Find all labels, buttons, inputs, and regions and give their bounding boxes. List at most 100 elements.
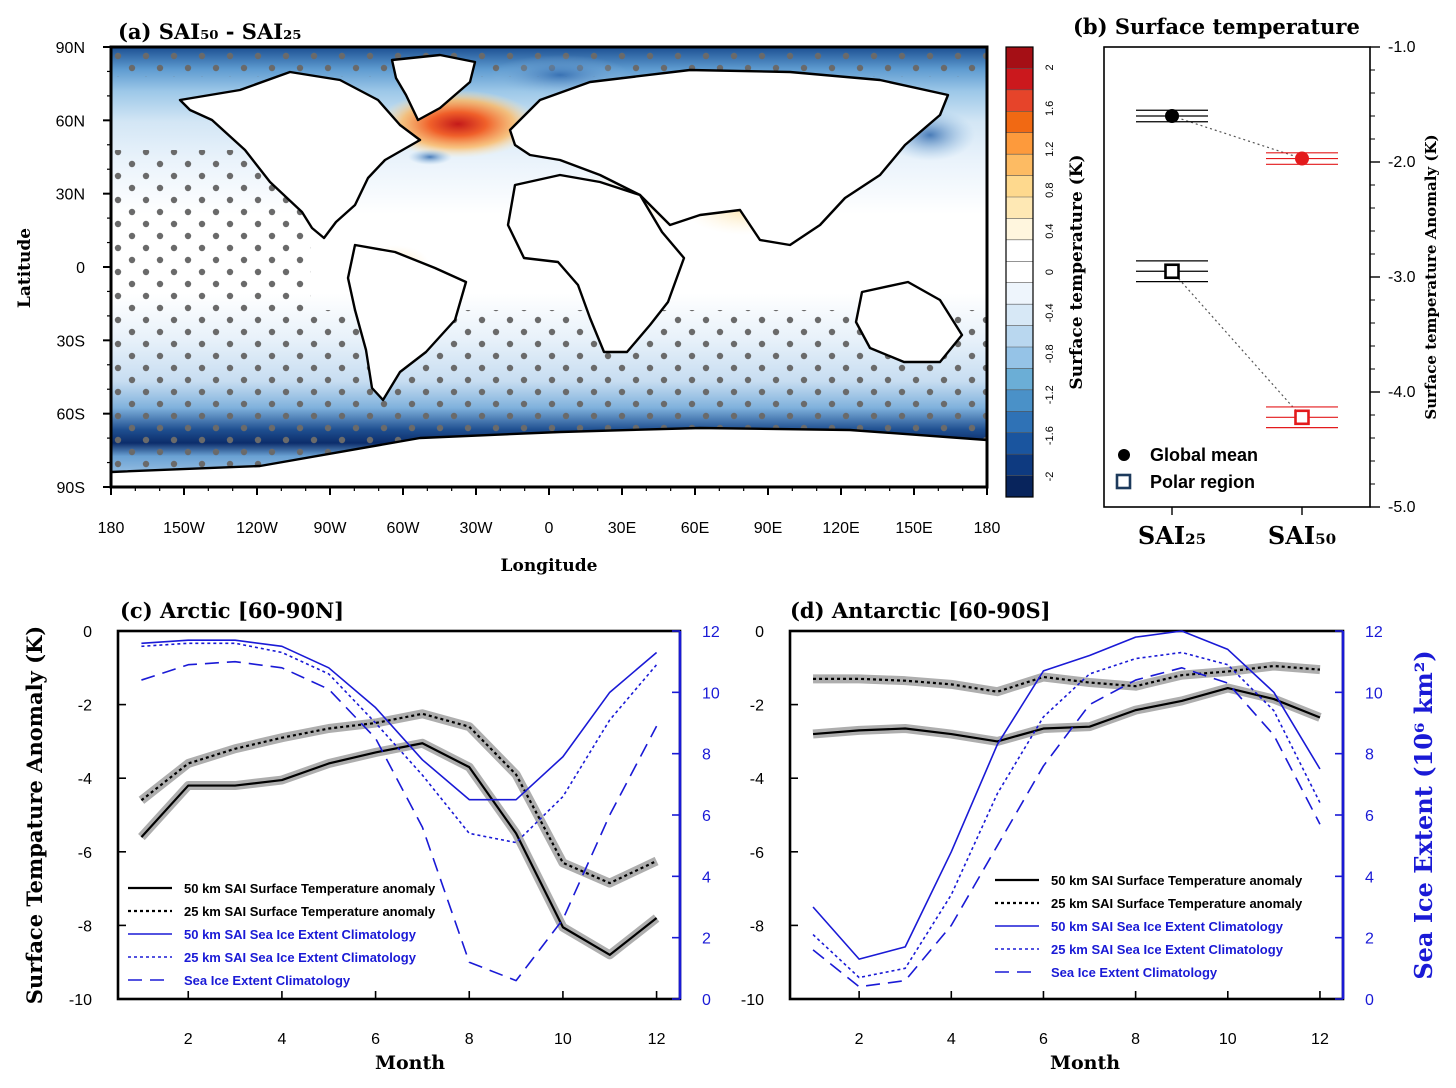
- x-tick-label: 8: [1131, 1031, 1140, 1048]
- panel-a-map-field: [111, 47, 987, 487]
- map-y-tick-label: 30S: [57, 333, 85, 350]
- legend-label: 50 km SAI Sea Ice Extent Climatology: [184, 927, 417, 942]
- series-line: [141, 642, 658, 844]
- colorbar-segment: [1006, 239, 1033, 262]
- panel-d-plot: 2 4 6 8 10 12 0 -2 -4 -6 -8 -10 12 10 8 6 4 2 0 50 km SAI S…: [741, 624, 1383, 1048]
- panel-d-xlabel: Month: [1050, 1052, 1120, 1074]
- legend-label: 25 km SAI Sea Ice Extent Climatology: [1051, 942, 1284, 957]
- map-x-tick-label: 150E: [895, 520, 932, 537]
- gulf-stream-cooling: [408, 149, 452, 165]
- series-line: [141, 660, 658, 982]
- x-tick-label: 12: [648, 1031, 666, 1048]
- panel-d-y2label: Sea Ice Extent (10⁶ km²): [1409, 650, 1438, 979]
- colorbar-segment: [1006, 432, 1033, 455]
- colorbar-label: Surface temperature (K): [1067, 154, 1087, 389]
- colorbar-segment: [1006, 389, 1033, 412]
- legend-label: 50 km SAI Surface Temperature anomaly: [1051, 873, 1303, 888]
- y-tick-label: -10: [741, 992, 764, 1009]
- panel-c-title: (c) Arctic [60-90N]: [120, 598, 344, 623]
- legend-polar-region-label: Polar region: [1150, 472, 1255, 492]
- y-tick-label: -8: [750, 918, 764, 935]
- panel-b-title: (b) Surface temperature: [1073, 14, 1360, 39]
- b-point: [1295, 151, 1309, 166]
- colorbar-tick-label: 0.4: [1044, 223, 1056, 238]
- colorbar-tick-label: 1.2: [1044, 142, 1056, 157]
- colorbar-segment: [1006, 475, 1033, 498]
- x-tick-label: 6: [1039, 1031, 1048, 1048]
- map-x-tick-label: 180: [974, 520, 1001, 537]
- y2-tick-label: 8: [1365, 747, 1374, 764]
- y2-tick-label: 8: [702, 747, 711, 764]
- colorbar-segment: [1006, 282, 1033, 305]
- panel-d-title: (d) Antarctic [60-90S]: [790, 598, 1051, 623]
- colorbar-tick-label: -2: [1044, 472, 1056, 482]
- colorbar-frame: [1005, 46, 1034, 498]
- colorbar-segment: [1006, 111, 1033, 134]
- panel-a: (a) SAI₅₀ - SAI₂₅: [15, 19, 1087, 576]
- colorbar-segment: [1006, 411, 1033, 434]
- b-y-tick-label: -3.0: [1388, 269, 1416, 286]
- x-tick-label: 8: [465, 1031, 474, 1048]
- colorbar-tick-label: 1.6: [1044, 101, 1056, 116]
- y-tick-label: -2: [750, 698, 764, 715]
- x-tick-label: 6: [371, 1031, 380, 1048]
- y-tick-label: -6: [750, 845, 764, 862]
- map-x-tick-label: 60W: [387, 520, 421, 537]
- legend-label: 25 km SAI Sea Ice Extent Climatology: [184, 950, 417, 965]
- colorbar-segment: [1006, 68, 1033, 91]
- panel-b-ylabel: Surface temperature Anomaly (K): [1422, 134, 1440, 419]
- colorbar-tick-label: 0: [1044, 269, 1056, 275]
- y-tick-label: -6: [78, 845, 92, 862]
- legend-global-mean-label: Global mean: [1150, 445, 1258, 465]
- map-x-tick-label: 180: [98, 520, 125, 537]
- series-line: [812, 651, 1321, 979]
- colorbar-segment: [1006, 325, 1033, 348]
- y2-tick-label: 6: [1365, 808, 1374, 825]
- panel-d: (d) Antarctic [60-90S] 2 4 6 8 10 12 0 -2 -4 -6 -8…: [741, 598, 1438, 1074]
- north-america: [178, 70, 422, 240]
- map-y-tick-label: 60S: [57, 407, 85, 424]
- greenland: [390, 53, 477, 122]
- legend-polar-region-marker: [1115, 473, 1132, 490]
- antarctica: [111, 426, 987, 487]
- eurasia: [508, 68, 950, 247]
- x-tick-label: 10: [1219, 1031, 1237, 1048]
- map-x-tick-label: 90W: [314, 520, 348, 537]
- legend-label: 25 km SAI Surface Temperature anomaly: [1051, 896, 1303, 911]
- colorbar-segment: [1006, 347, 1033, 369]
- map-x-tick-label: 0: [545, 520, 554, 537]
- y-tick-label: -8: [78, 918, 92, 935]
- colorbar-tick-label: 2: [1044, 64, 1056, 70]
- b-y-tick-label: -2.0: [1388, 154, 1416, 171]
- y2-tick-label: 10: [702, 685, 720, 702]
- legend-label: Sea Ice Extent Climatology: [184, 973, 351, 988]
- colorbar-segment: [1006, 304, 1033, 327]
- y-tick-label: -4: [78, 771, 92, 788]
- x-tick-label: 2: [184, 1031, 193, 1048]
- series-line: [140, 712, 658, 885]
- series-line: [812, 686, 1321, 743]
- map-y-tick-label: 60N: [56, 113, 85, 130]
- y2-tick-label: 2: [702, 931, 711, 948]
- colorbar-segment: [1006, 368, 1033, 391]
- b-point: [1164, 263, 1180, 280]
- y2-tick-label: 6: [702, 808, 711, 825]
- y2-tick-label: 2: [1365, 931, 1374, 948]
- legend-label: 50 km SAI Sea Ice Extent Climatology: [1051, 919, 1284, 934]
- y-tick-label: -10: [69, 992, 92, 1009]
- south-america: [346, 243, 468, 402]
- colorbar-segment: [1006, 47, 1033, 69]
- panel-a-ylabel: Latitude: [15, 228, 35, 308]
- series-uncertainty-band: [138, 709, 659, 888]
- colorbar-segment: [1006, 154, 1033, 177]
- map-x-tick-label: 120W: [236, 520, 279, 537]
- legend-label: 25 km SAI Surface Temperature anomaly: [184, 904, 436, 919]
- series-line: [812, 630, 1321, 960]
- colorbar-tick-label: -1.2: [1044, 385, 1056, 404]
- series-line: [812, 666, 1321, 988]
- map-y-tick-label: 0: [76, 260, 85, 277]
- colorbar-segment: [1006, 132, 1033, 155]
- panel-c-plot: 2 4 6 8 10 12 0 -2 -4 -6 -8 -10 12 10 8 6 4 2 0 50 km SAI S…: [69, 624, 720, 1048]
- b-y-tick-label: -4.0: [1388, 384, 1416, 401]
- x-tick-label: 4: [277, 1031, 286, 1048]
